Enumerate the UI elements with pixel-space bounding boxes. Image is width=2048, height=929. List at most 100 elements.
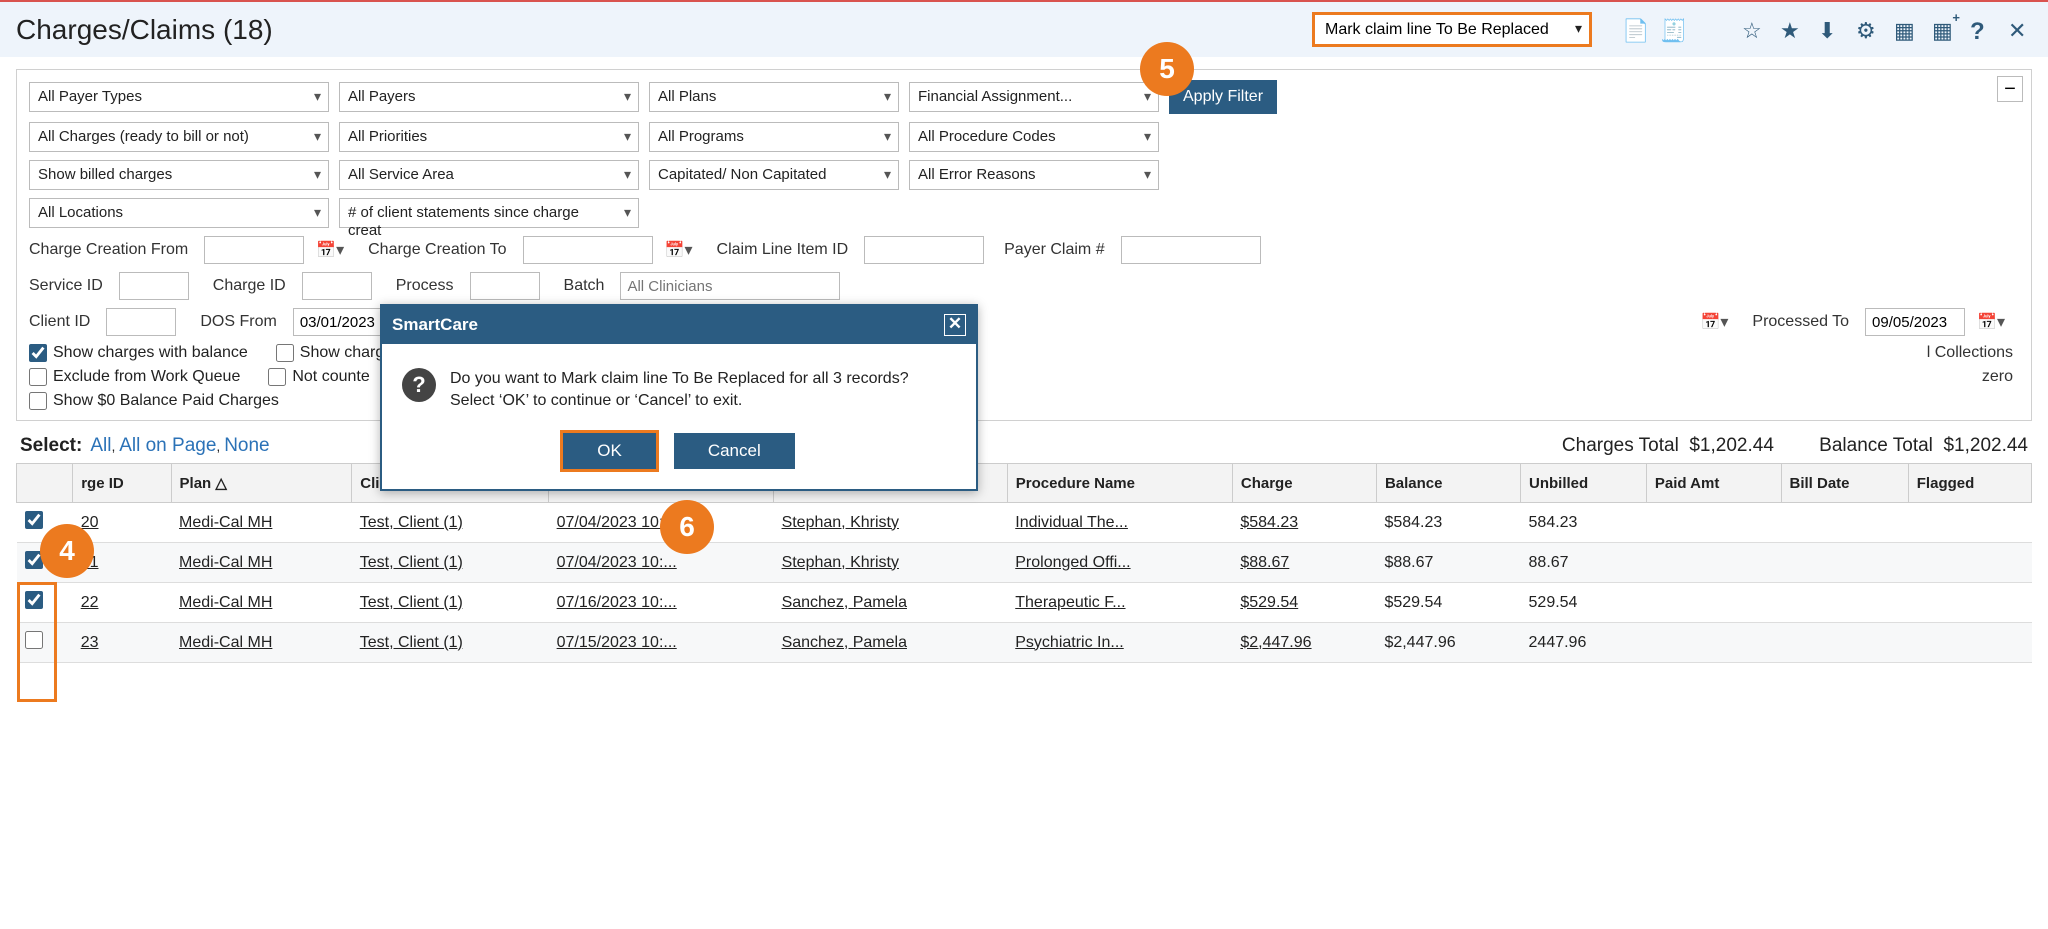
cell-clin[interactable]: Stephan, Khristy <box>774 543 1008 583</box>
proc-codes-select[interactable]: All Procedure Codes <box>909 122 1159 152</box>
service-id-input[interactable] <box>119 272 189 300</box>
cell-charge[interactable]: $88.67 <box>1232 543 1376 583</box>
cell-plan[interactable]: Medi-Cal MH <box>171 623 352 663</box>
col-header[interactable] <box>17 464 73 503</box>
financial-select[interactable]: Financial Assignment... <box>909 82 1159 112</box>
col-header[interactable]: Plan △ <box>171 464 352 503</box>
cell-unbilled: 529.54 <box>1521 583 1647 623</box>
col-header[interactable]: Unbilled <box>1521 464 1647 503</box>
priorities-select[interactable]: All Priorities <box>339 122 639 152</box>
col-header[interactable]: Charge <box>1232 464 1376 503</box>
lbl-client-id: Client ID <box>29 313 90 331</box>
charge-id-input[interactable] <box>302 272 372 300</box>
collapse-button[interactable]: − <box>1997 76 2023 102</box>
cell-bill <box>1781 583 1908 623</box>
charge-to-input[interactable] <box>523 236 653 264</box>
clinicians-input[interactable] <box>620 272 840 300</box>
toolbar-icons: 📄 🧾 ☆ ★ ⬇ ⚙ ▦ ▦ ? ✕ <box>1622 18 2032 42</box>
cell-client[interactable]: Test, Client (1) <box>352 623 549 663</box>
calendar-icon[interactable]: 📅▾ <box>1977 312 2005 332</box>
action-dropdown-wrap: Mark claim line To Be Replaced <box>1312 12 1592 47</box>
calendar-icon[interactable]: 📅▾ <box>316 240 344 260</box>
locations-select[interactable]: All Locations <box>29 198 329 228</box>
cell-dos[interactable]: 07/16/2023 10:... <box>549 583 774 623</box>
col-header[interactable]: rge ID <box>73 464 171 503</box>
col-header[interactable]: Procedure Name <box>1007 464 1232 503</box>
dollar-doc-icon[interactable]: 🧾 <box>1660 18 1684 42</box>
cell-proc[interactable]: Psychiatric In... <box>1007 623 1232 663</box>
row-checkbox[interactable] <box>25 591 43 609</box>
select-all[interactable]: All <box>90 435 111 457</box>
cancel-button[interactable]: Cancel <box>674 433 795 469</box>
row-checkbox[interactable] <box>25 631 43 649</box>
cell-dos[interactable]: 07/15/2023 10:... <box>549 623 774 663</box>
download-icon[interactable]: ⬇ <box>1818 18 1842 42</box>
star-icon[interactable]: ★ <box>1780 18 1804 42</box>
cell-proc[interactable]: Prolonged Offi... <box>1007 543 1232 583</box>
select-all-on-page[interactable]: All on Page <box>119 435 216 457</box>
cell-plan[interactable]: Medi-Cal MH <box>171 543 352 583</box>
cell-client[interactable]: Test, Client (1) <box>352 583 549 623</box>
col-header[interactable]: Balance <box>1376 464 1520 503</box>
cell-clin[interactable]: Stephan, Khristy <box>774 503 1008 543</box>
grid-add-icon[interactable]: ▦ <box>1932 18 1956 42</box>
lbl-charge-to: Charge Creation To <box>368 241 506 259</box>
cell-charge[interactable]: $584.23 <box>1232 503 1376 543</box>
lbl-service-id: Service ID <box>29 277 103 295</box>
col-header[interactable]: Paid Amt <box>1646 464 1781 503</box>
calendar-icon[interactable]: 📅▾ <box>665 240 693 260</box>
cell-client[interactable]: Test, Client (1) <box>352 543 549 583</box>
client-id-input[interactable] <box>106 308 176 336</box>
cell-id[interactable]: 22 <box>73 583 171 623</box>
cell-client[interactable]: Test, Client (1) <box>352 503 549 543</box>
payers-select[interactable]: All Payers <box>339 82 639 112</box>
charge-from-input[interactable] <box>204 236 304 264</box>
help-icon[interactable]: ? <box>1970 18 1994 42</box>
ok-button[interactable]: OK <box>563 433 656 469</box>
cell-clin[interactable]: Sanchez, Pamela <box>774 583 1008 623</box>
plans-select[interactable]: All Plans <box>649 82 899 112</box>
programs-select[interactable]: All Programs <box>649 122 899 152</box>
close-icon[interactable]: ✕ <box>2008 18 2032 42</box>
cell-flag <box>1908 583 2031 623</box>
error-reasons-select[interactable]: All Error Reasons <box>909 160 1159 190</box>
charges-ready-select[interactable]: All Charges (ready to bill or not) <box>29 122 329 152</box>
process-input[interactable] <box>470 272 540 300</box>
cb-show-charg[interactable]: Show charg <box>276 344 385 362</box>
cell-dos[interactable]: 07/04/2023 10:... <box>549 543 774 583</box>
cb-show-0[interactable]: Show $0 Balance Paid Charges <box>29 392 279 410</box>
export-icon[interactable]: 📄 <box>1622 18 1646 42</box>
modal-close-icon[interactable]: ✕ <box>944 314 966 336</box>
col-header[interactable]: Bill Date <box>1781 464 1908 503</box>
gear-icon[interactable]: ⚙ <box>1856 18 1880 42</box>
dos-from-input[interactable] <box>293 308 393 336</box>
payer-types-select[interactable]: All Payer Types <box>29 82 329 112</box>
service-area-select[interactable]: All Service Area <box>339 160 639 190</box>
select-none[interactable]: None <box>224 435 269 457</box>
statements-select[interactable]: # of client statements since charge crea… <box>339 198 639 228</box>
lbl-zero: zero <box>1982 368 2013 386</box>
col-header[interactable]: Flagged <box>1908 464 2031 503</box>
row-checkbox[interactable] <box>25 511 43 529</box>
capitated-select[interactable]: Capitated/ Non Capitated <box>649 160 899 190</box>
cb-show-balance[interactable]: Show charges with balance <box>29 344 248 362</box>
cell-charge[interactable]: $529.54 <box>1232 583 1376 623</box>
cell-proc[interactable]: Therapeutic F... <box>1007 583 1232 623</box>
cb-not-counte[interactable]: Not counte <box>268 368 369 386</box>
billed-select[interactable]: Show billed charges <box>29 160 329 190</box>
cell-plan[interactable]: Medi-Cal MH <box>171 503 352 543</box>
calendar-icon[interactable]: 📅▾ <box>1700 312 1728 332</box>
cell-plan[interactable]: Medi-Cal MH <box>171 583 352 623</box>
star-outline-icon[interactable]: ☆ <box>1742 18 1766 42</box>
action-dropdown[interactable]: Mark claim line To Be Replaced <box>1312 12 1592 47</box>
cb-exclude-wq[interactable]: Exclude from Work Queue <box>29 368 240 386</box>
cell-clin[interactable]: Sanchez, Pamela <box>774 623 1008 663</box>
grid-icon[interactable]: ▦ <box>1894 18 1918 42</box>
cell-id[interactable]: 23 <box>73 623 171 663</box>
processed-to-input[interactable] <box>1865 308 1965 336</box>
cell-charge[interactable]: $2,447.96 <box>1232 623 1376 663</box>
claim-line-input[interactable] <box>864 236 984 264</box>
cell-proc[interactable]: Individual The... <box>1007 503 1232 543</box>
cell-paid <box>1646 623 1781 663</box>
payer-claim-input[interactable] <box>1121 236 1261 264</box>
